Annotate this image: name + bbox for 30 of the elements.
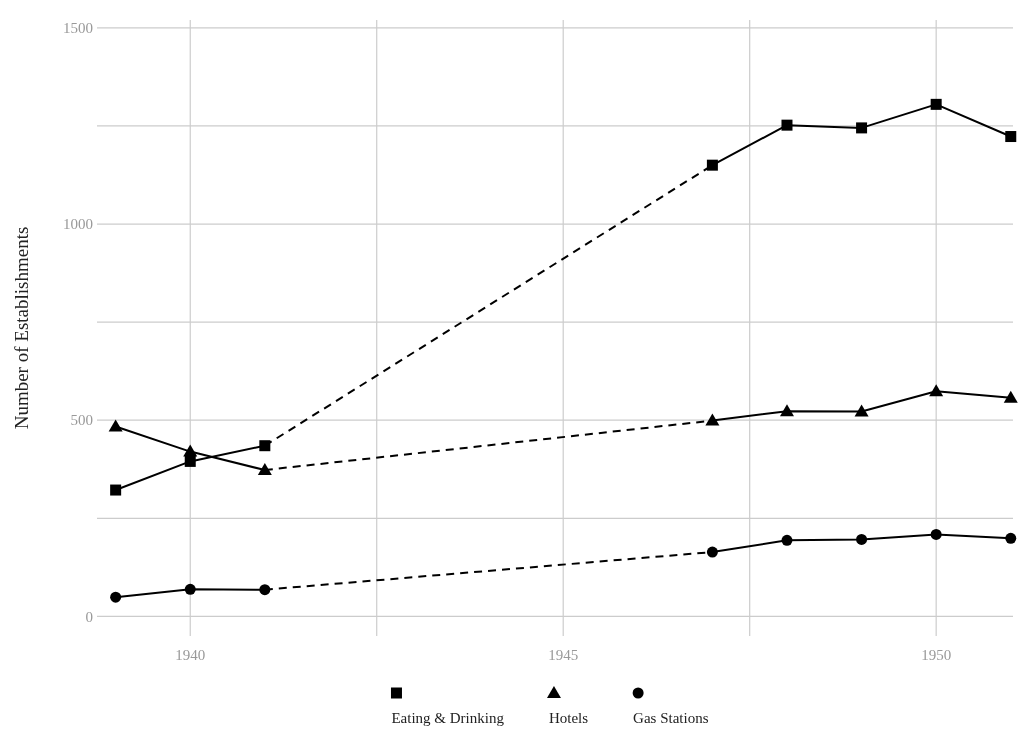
point xyxy=(929,384,944,397)
x-tick-label: 1945 xyxy=(548,647,579,663)
point xyxy=(184,583,196,595)
point xyxy=(1005,131,1017,143)
point xyxy=(856,533,868,545)
legend-label: Eating & Drinking xyxy=(391,710,505,726)
point xyxy=(781,119,793,131)
y-tick-label: 1000 xyxy=(63,216,93,233)
point xyxy=(854,404,869,417)
y-axis-title: Number of Establishments xyxy=(11,226,32,430)
legend-label: Hotels xyxy=(548,710,589,726)
point xyxy=(706,159,718,171)
y-tick-label: 1500 xyxy=(63,20,93,37)
point xyxy=(930,98,942,110)
point xyxy=(856,122,868,134)
point xyxy=(108,419,123,432)
point xyxy=(1005,532,1017,544)
point xyxy=(1003,390,1018,403)
y-tick-label: 500 xyxy=(70,412,93,429)
legend-label: Gas Stations xyxy=(633,710,709,726)
point xyxy=(930,528,942,540)
point xyxy=(110,484,122,496)
x-tick-label: 1950 xyxy=(921,647,952,663)
point xyxy=(781,534,793,546)
y-tick-label: 0 xyxy=(85,608,93,625)
point xyxy=(779,404,794,417)
point xyxy=(110,591,122,603)
x-tick-label: 1940 xyxy=(175,647,206,663)
point xyxy=(183,444,198,457)
point xyxy=(184,455,196,467)
